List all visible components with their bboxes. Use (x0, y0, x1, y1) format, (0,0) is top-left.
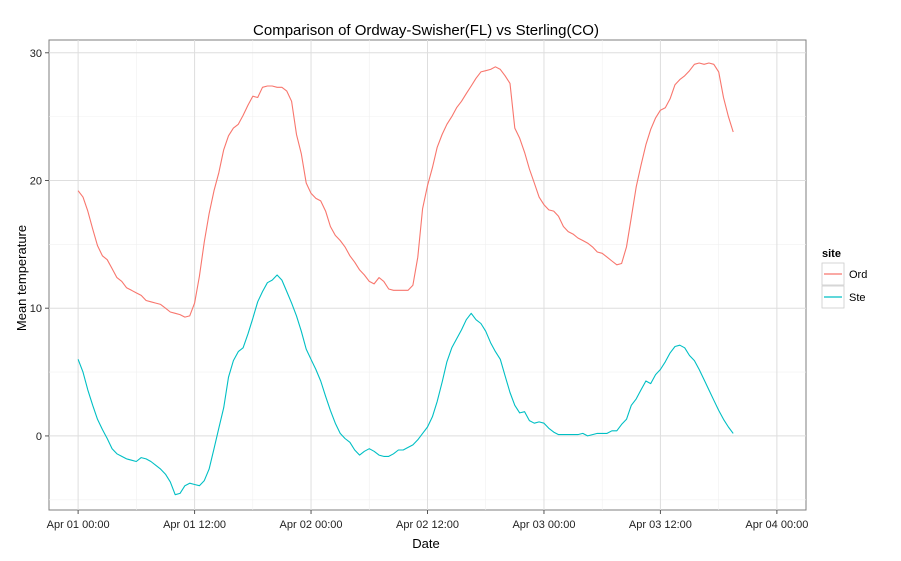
legend-item-ord: Ord (821, 262, 867, 286)
legend: site Ord Ste (821, 248, 867, 309)
legend-items: Ord Ste (821, 262, 867, 309)
legend-item-ste: Ste (821, 285, 866, 309)
y-tick-label: 0 (36, 431, 42, 443)
major-gridlines (49, 40, 806, 510)
x-tick-label: Apr 01 12:00 (163, 519, 226, 531)
series-line-ord (77, 62, 734, 318)
x-tick-label: Apr 01 00:00 (47, 519, 110, 531)
x-axis-title: Date (412, 536, 439, 551)
y-tick-label: 20 (30, 175, 42, 187)
series-line-ste (77, 274, 734, 496)
y-axis: 0 10 20 30 (30, 48, 49, 443)
y-tick-label: 30 (30, 48, 42, 60)
x-tick-label: Apr 03 12:00 (629, 519, 692, 531)
chart-title: Comparison of Ordway-Swisher(FL) vs Ster… (253, 22, 599, 39)
legend-title: site (822, 248, 841, 260)
y-tick-label: 10 (30, 303, 42, 315)
y-axis-title: Mean temperature (14, 225, 29, 331)
legend-label: Ord (849, 269, 867, 281)
series-lines (77, 62, 734, 496)
plot-panel (48, 39, 807, 511)
legend-label: Ste (849, 292, 866, 304)
x-axis: Apr 01 00:00 Apr 01 12:00 Apr 02 00:00 Apr … (47, 510, 808, 531)
x-tick-label: Apr 02 12:00 (396, 519, 459, 531)
x-tick-label: Apr 03 00:00 (512, 519, 575, 531)
x-tick-label: Apr 04 00:00 (745, 519, 808, 531)
x-tick-label: Apr 02 00:00 (280, 519, 343, 531)
